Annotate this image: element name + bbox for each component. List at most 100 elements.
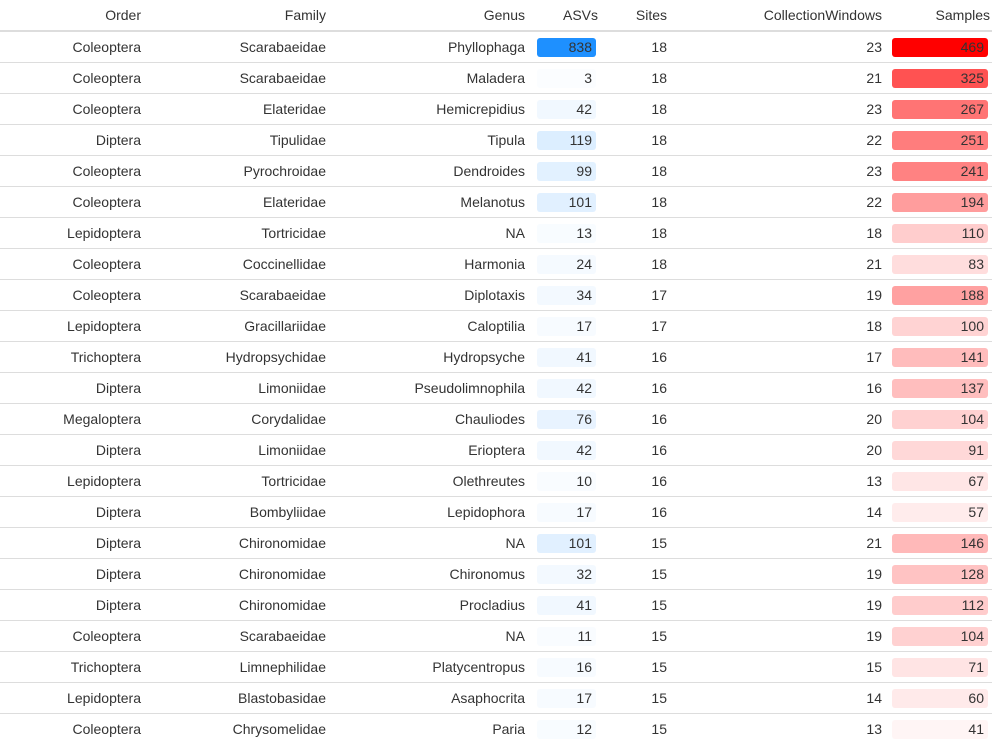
header-genus[interactable]: Genus <box>328 0 527 32</box>
cell-order: Diptera <box>0 527 143 559</box>
cell-samples: 60 <box>884 682 992 714</box>
table-row: Coleoptera Chrysomelidae Paria 12 15 13 41 <box>0 713 992 744</box>
cell-asvs: 838 <box>527 31 600 63</box>
cell-family: Pyrochroidae <box>143 155 328 187</box>
samples-heat-cell: 141 <box>892 347 988 367</box>
cell-family: Corydalidae <box>143 403 328 435</box>
cell-sites: 15 <box>600 620 669 652</box>
cell-asvs: 41 <box>527 589 600 621</box>
cell-asvs: 10 <box>527 465 600 497</box>
cell-family: Chironomidae <box>143 527 328 559</box>
cell-sites: 18 <box>600 248 669 280</box>
cell-order: Coleoptera <box>72 39 142 55</box>
cell-collection-windows: 22 <box>669 186 884 218</box>
asvs-heat-cell: 99 <box>537 161 596 181</box>
cell-genus: Phyllophaga <box>447 39 525 55</box>
header-sites[interactable]: Sites <box>600 0 669 32</box>
asvs-heat-cell: 119 <box>537 130 596 150</box>
cell-asvs: 3 <box>527 62 600 94</box>
cell-samples: 110 <box>884 217 992 249</box>
cell-family: Chironomidae <box>143 558 328 590</box>
cell-sites: 15 <box>600 651 669 683</box>
cell-sites: 16 <box>600 341 669 373</box>
cell-asvs: 42 <box>527 93 600 125</box>
cell-genus: Caloptilia <box>328 310 527 342</box>
cell-samples: 325 <box>884 62 992 94</box>
cell-genus: Pseudolimnophila <box>328 372 527 404</box>
cell-sites: 17 <box>600 310 669 342</box>
asvs-heat-cell: 42 <box>537 440 596 460</box>
cell-sites: 16 <box>600 465 669 497</box>
samples-heat-cell: 251 <box>892 130 988 150</box>
cell-samples: 141 <box>884 341 992 373</box>
cell-samples: 91 <box>884 434 992 466</box>
table-row: Lepidoptera Blastobasidae Asaphocrita 17 15 1… <box>0 682 992 714</box>
header-samples[interactable]: Samples <box>884 0 992 32</box>
cell-collection-windows: 21 <box>669 248 884 280</box>
samples-heat-cell: 325 <box>892 68 988 88</box>
samples-heat-cell: 194 <box>892 192 988 212</box>
cell-asvs: 34 <box>527 279 600 311</box>
cell-collection-windows: 19 <box>669 279 884 311</box>
samples-heat-cell: 469 <box>892 37 988 57</box>
asvs-heat-cell: 101 <box>537 533 596 553</box>
cell-asvs: 17 <box>527 310 600 342</box>
cell-collection-windows: 19 <box>669 589 884 621</box>
asvs-heat-cell: 3 <box>537 68 596 88</box>
cell-family: Elateridae <box>143 186 328 218</box>
cell-order: Diptera <box>0 434 143 466</box>
asvs-heat-cell: 32 <box>537 564 596 584</box>
cell-collection-windows: 23 <box>866 39 882 55</box>
table-row: Diptera Tipulidae Tipula 119 18 22 251 <box>0 124 992 156</box>
cell-collection-windows: 13 <box>669 465 884 497</box>
asvs-heat-cell: 16 <box>537 657 596 677</box>
cell-family: Gracillariidae <box>143 310 328 342</box>
cell-family: Scarabaeidae <box>239 39 326 55</box>
cell-family: Tortricidae <box>143 465 328 497</box>
cell-order: Coleoptera <box>0 186 143 218</box>
cell-genus: Procladius <box>328 589 527 621</box>
cell-samples: 71 <box>884 651 992 683</box>
cell-genus: Olethreutes <box>328 465 527 497</box>
samples-heat-cell: 267 <box>892 99 988 119</box>
cell-genus: Dendroides <box>328 155 527 187</box>
cell-collection-windows: 14 <box>669 682 884 714</box>
cell-order: Trichoptera <box>0 651 143 683</box>
cell-sites: 15 <box>600 558 669 590</box>
cell-samples: 57 <box>884 496 992 528</box>
cell-collection-windows: 21 <box>669 527 884 559</box>
cell-sites: 18 <box>600 155 669 187</box>
header-family[interactable]: Family <box>143 0 328 32</box>
asvs-heat-cell: 101 <box>537 192 596 212</box>
cell-family: Scarabaeidae <box>143 620 328 652</box>
cell-sites: 18 <box>600 124 669 156</box>
cell-collection-windows: 18 <box>669 310 884 342</box>
table-row: Coleoptera Elateridae Melanotus 101 18 22 194 <box>0 186 992 218</box>
asvs-heat-cell: 10 <box>537 471 596 491</box>
cell-genus: Harmonia <box>328 248 527 280</box>
asvs-heat-cell: 838 <box>537 37 596 57</box>
cell-order: Lepidoptera <box>0 465 143 497</box>
header-asvs[interactable]: ASVs <box>527 0 600 32</box>
cell-samples: 112 <box>884 589 992 621</box>
table-row: Diptera Bombyliidae Lepidophora 17 16 14 57 <box>0 496 992 528</box>
cell-collection-windows: 20 <box>669 434 884 466</box>
cell-samples: 267 <box>884 93 992 125</box>
table-row: Lepidoptera Tortricidae Olethreutes 10 16 13 6… <box>0 465 992 497</box>
header-collection-windows[interactable]: CollectionWindows <box>669 0 884 32</box>
table-row: Coleoptera Scarabaeidae NA 11 15 19 104 <box>0 620 992 652</box>
samples-heat-cell: 67 <box>892 471 988 491</box>
cell-collection-windows: 19 <box>669 620 884 652</box>
cell-sites: 15 <box>600 682 669 714</box>
asvs-heat-cell: 41 <box>537 595 596 615</box>
header-order[interactable]: Order <box>0 0 143 32</box>
cell-samples: 469 <box>884 31 992 63</box>
asvs-heat-cell: 41 <box>537 347 596 367</box>
cell-order: Coleoptera <box>0 713 143 744</box>
cell-sites: 16 <box>600 372 669 404</box>
cell-samples: 251 <box>884 124 992 156</box>
cell-asvs: 101 <box>527 186 600 218</box>
cell-samples: 104 <box>884 403 992 435</box>
cell-asvs: 99 <box>527 155 600 187</box>
cell-sites: 18 <box>600 93 669 125</box>
